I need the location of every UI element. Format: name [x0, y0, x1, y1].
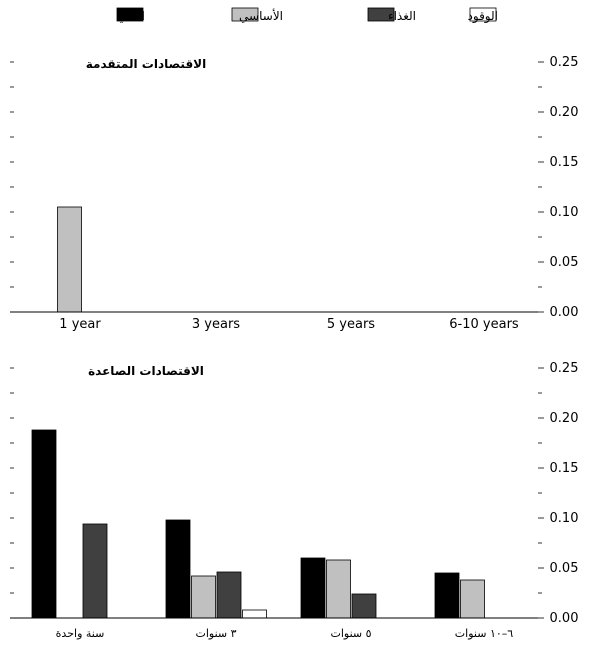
bar-2-2: [351, 593, 377, 619]
legend-label-1: الأساسي: [239, 8, 283, 23]
bar-3-0: [434, 572, 460, 619]
legend-swatch-1: [231, 7, 259, 22]
y-tick-label: 0.05: [550, 561, 579, 576]
category-label: 6-10 years: [449, 317, 519, 332]
y-tick-label: 0.25: [550, 55, 579, 70]
y-tick-label: 0.15: [550, 155, 579, 170]
legend-swatch-0: [116, 7, 144, 22]
category-label: ٣ سنوات: [195, 627, 236, 640]
panel-title: الاقتصادات الصاعدة: [88, 364, 204, 378]
bar-2-0: [300, 557, 326, 619]
bar-0-0: [31, 429, 57, 619]
legend-swatch-3: [469, 7, 497, 22]
panel-title: الاقتصادات المتقدمة: [86, 57, 206, 71]
category-label: سنة واحدة: [56, 627, 105, 640]
bar-3-1: [460, 579, 485, 619]
y-tick-label: 0.25: [550, 361, 579, 376]
legend-label-2: الغذاء: [388, 9, 416, 23]
y-tick-label: 0.10: [550, 511, 579, 526]
category-label: 1 year: [59, 317, 101, 332]
legend-label-3: الوقود: [468, 9, 498, 24]
category-label: 3 years: [192, 317, 240, 332]
bar-1-2: [216, 571, 242, 619]
legend-label-0: الكلي: [117, 9, 145, 23]
legend: الكلي الأساسي الغذاء الوقود: [116, 7, 498, 24]
category-label: 5 years: [327, 317, 375, 332]
y-tick-label: 0.00: [550, 611, 579, 626]
category-label: ٦–١٠ سنوات: [455, 627, 513, 640]
y-tick-label: 0.10: [550, 205, 579, 220]
bar-1-1: [191, 575, 216, 619]
bar-1-3: [242, 609, 267, 619]
y-tick-label: 0.15: [550, 461, 579, 476]
y-tick-label: 0.20: [550, 105, 579, 120]
legend-swatch-2: [367, 7, 395, 22]
category-label: ٥ سنوات: [330, 627, 371, 640]
y-tick-label: 0.05: [550, 255, 579, 270]
panel-emerging-economies: 0.00 0.05 0.10 0.15 0.20 0.25 الاقتصادات الصاع…: [10, 361, 578, 640]
bar-0-2: [82, 523, 108, 619]
y-tick-label: 0.20: [550, 411, 579, 426]
panel-advanced-economies: 0.00 0.05 0.10 0.15 0.20 0.25 الاقتصادات المتق…: [10, 55, 578, 332]
bar-2-1: [326, 559, 351, 619]
bar-1-0: [165, 519, 191, 619]
bar-0-1: [57, 206, 82, 313]
y-tick-label: 0.00: [550, 305, 579, 320]
